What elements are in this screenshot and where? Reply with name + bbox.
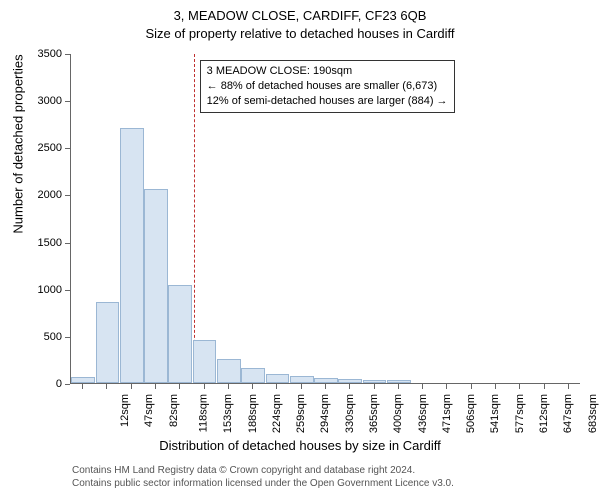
histogram-bar [168, 285, 192, 383]
ytick-mark [65, 148, 70, 149]
xtick-label: 82sqm [168, 394, 180, 427]
ytick-label: 2000 [22, 189, 62, 201]
xtick-label: 330sqm [344, 394, 356, 433]
ytick-label: 3000 [22, 95, 62, 107]
ytick-label: 1500 [22, 237, 62, 249]
footer-credits: Contains HM Land Registry data © Crown c… [72, 464, 454, 490]
histogram-bar [266, 374, 290, 383]
histogram-bar [338, 379, 362, 383]
page-title: 3, MEADOW CLOSE, CARDIFF, CF23 6QB [0, 8, 600, 23]
xtick-mark [471, 384, 472, 389]
xtick-mark [544, 384, 545, 389]
xtick-mark [179, 384, 180, 389]
ytick-mark [65, 195, 70, 196]
xtick-label: 47sqm [143, 394, 155, 427]
xtick-label: 541sqm [490, 394, 502, 433]
ytick-label: 1000 [22, 284, 62, 296]
xtick-mark [398, 384, 399, 389]
plot-area: 3 MEADOW CLOSE: 190sqm ← 88% of detached… [70, 54, 580, 384]
annotation-line-2: ← 88% of detached houses are smaller (6,… [207, 79, 448, 94]
xtick-mark [422, 384, 423, 389]
xtick-label: 683sqm [587, 394, 599, 433]
xtick-label: 153sqm [222, 394, 234, 433]
xtick-label: 647sqm [562, 394, 574, 433]
histogram-bar [144, 189, 168, 383]
footer-line-1: Contains HM Land Registry data © Crown c… [72, 464, 454, 477]
xtick-label: 612sqm [538, 394, 550, 433]
xtick-label: 400sqm [392, 394, 404, 433]
ytick-mark [65, 54, 70, 55]
xtick-label: 294sqm [320, 394, 332, 433]
x-axis-label: Distribution of detached houses by size … [0, 438, 600, 453]
xtick-label: 506sqm [465, 394, 477, 433]
xtick-mark [228, 384, 229, 389]
xtick-mark [374, 384, 375, 389]
histogram-bar [217, 359, 241, 384]
ytick-label: 500 [22, 331, 62, 343]
xtick-label: 118sqm [197, 394, 209, 432]
ytick-mark [65, 337, 70, 338]
xtick-mark [106, 384, 107, 389]
ytick-label: 2500 [22, 142, 62, 154]
marker-line [194, 54, 195, 383]
histogram-bar [290, 376, 314, 383]
histogram-bar [96, 302, 120, 383]
histogram-bar [387, 380, 411, 383]
xtick-label: 471sqm [441, 394, 453, 433]
xtick-mark [349, 384, 350, 389]
y-axis-label: Number of detached properties [11, 0, 26, 309]
ytick-mark [65, 384, 70, 385]
xtick-label: 436sqm [417, 394, 429, 433]
xtick-mark [568, 384, 569, 389]
ytick-mark [65, 243, 70, 244]
histogram-bar [71, 377, 95, 383]
xtick-label: 188sqm [247, 394, 259, 433]
xtick-mark [325, 384, 326, 389]
histogram-bar [241, 368, 265, 383]
chart-container: 3, MEADOW CLOSE, CARDIFF, CF23 6QB Size … [0, 0, 600, 500]
histogram-bar [314, 378, 338, 383]
annotation-line-3: 12% of semi-detached houses are larger (… [207, 94, 448, 109]
xtick-mark [495, 384, 496, 389]
xtick-mark [131, 384, 132, 389]
ytick-label: 0 [22, 378, 62, 390]
annotation-line-1: 3 MEADOW CLOSE: 190sqm [207, 64, 448, 79]
xtick-mark [276, 384, 277, 389]
ytick-mark [65, 101, 70, 102]
histogram-bar [120, 128, 144, 383]
xtick-label: 577sqm [514, 394, 526, 433]
annotation-box: 3 MEADOW CLOSE: 190sqm ← 88% of detached… [200, 60, 455, 113]
xtick-mark [446, 384, 447, 389]
xtick-mark [82, 384, 83, 389]
xtick-mark [252, 384, 253, 389]
xtick-label: 365sqm [368, 394, 380, 433]
footer-line-2: Contains public sector information licen… [72, 477, 454, 490]
xtick-mark [155, 384, 156, 389]
ytick-label: 3500 [22, 48, 62, 60]
xtick-label: 259sqm [295, 394, 307, 433]
xtick-mark [519, 384, 520, 389]
xtick-mark [301, 384, 302, 389]
xtick-mark [204, 384, 205, 389]
xtick-label: 12sqm [119, 394, 131, 427]
ytick-mark [65, 290, 70, 291]
histogram-bar [363, 380, 387, 383]
histogram-bar [193, 340, 217, 383]
xtick-label: 224sqm [271, 394, 283, 433]
page-subtitle: Size of property relative to detached ho… [0, 26, 600, 41]
